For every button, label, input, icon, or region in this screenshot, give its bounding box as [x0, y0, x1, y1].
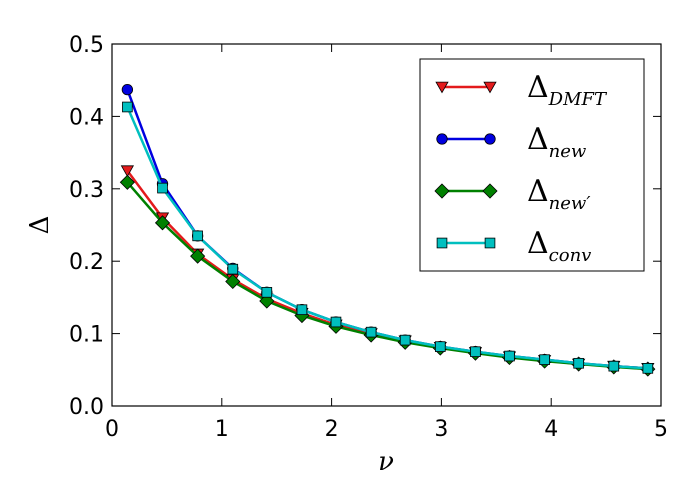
- legend-label-main: Δ: [527, 122, 549, 157]
- y-tick-label: 0.1: [69, 323, 104, 348]
- data-point: [120, 165, 135, 178]
- y-tick-label: 0.5: [69, 33, 104, 58]
- data-point: [122, 101, 133, 113]
- data-point: [435, 341, 446, 352]
- x-tick-label: 3: [434, 417, 448, 442]
- legend-label-sub: conv: [549, 245, 592, 266]
- axis-ticks: 0 1 2 3 4 5 0.0 0.1 0.2 0.3 0.4 0.5: [69, 33, 668, 442]
- x-tick-label: 1: [215, 417, 229, 442]
- data-point: [157, 182, 168, 194]
- legend-marker: [484, 133, 496, 145]
- legend-label: Δnew: [527, 122, 587, 162]
- legend-label: Δconv: [527, 226, 591, 266]
- legend-label-sub: DMFT: [548, 89, 608, 110]
- data-point: [192, 230, 203, 242]
- legend-label-main: Δ: [527, 70, 549, 105]
- legend-label-main: Δ: [527, 174, 549, 209]
- legend-marker: [483, 81, 497, 94]
- legend-label: Δnew′: [527, 174, 590, 214]
- data-point: [642, 363, 654, 374]
- data-point: [227, 263, 239, 275]
- data-point: [296, 304, 308, 316]
- data-point: [154, 215, 171, 231]
- series-conv: [122, 101, 654, 374]
- data-point: [504, 350, 515, 362]
- y-tick-label: 0.3: [69, 178, 104, 203]
- legend-marker: [434, 183, 450, 199]
- series-line: [126, 106, 648, 370]
- legend-marker: [436, 133, 448, 145]
- plot-frame: [111, 43, 662, 407]
- legend-marker: [435, 81, 449, 94]
- x-tick-label: 5: [654, 417, 668, 442]
- data-point: [225, 273, 241, 290]
- data-point: [261, 287, 273, 298]
- x-tick-label: 2: [325, 417, 339, 442]
- legend-marker: [436, 237, 448, 249]
- x-axis-label: ν: [378, 447, 394, 477]
- legend-label-sub: new′: [549, 193, 591, 214]
- legend-label-main: Δ: [527, 226, 549, 261]
- data-point: [365, 326, 377, 338]
- legend-box: [419, 58, 645, 272]
- y-tick-label: 0.0: [69, 395, 104, 420]
- y-tick-label: 0.4: [69, 105, 104, 130]
- data-point: [470, 346, 481, 357]
- legend-label-sub: new: [549, 141, 587, 162]
- data-point: [539, 354, 550, 365]
- data-point: [573, 357, 584, 369]
- data-point: [330, 316, 342, 328]
- data-point: [190, 248, 206, 264]
- legend-marker: [482, 183, 498, 199]
- x-tick-label: 4: [544, 417, 558, 442]
- legend-marker: [484, 237, 496, 249]
- data-point: [119, 174, 135, 190]
- legend-label: ΔDMFT: [527, 70, 608, 110]
- data-point: [121, 83, 134, 96]
- y-tick-label: 0.2: [69, 250, 104, 275]
- data-point: [399, 334, 411, 346]
- series-group: [119, 83, 656, 377]
- data-point: [608, 360, 620, 372]
- y-axis-label: Δ: [25, 216, 55, 235]
- x-tick-label: 0: [105, 417, 119, 442]
